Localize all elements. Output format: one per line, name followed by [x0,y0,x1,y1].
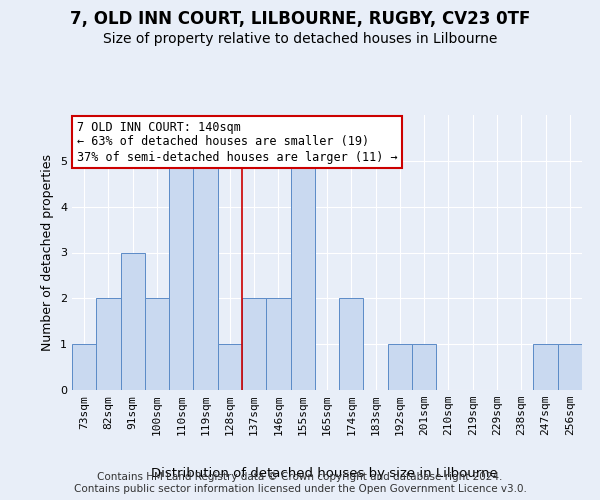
Text: Contains HM Land Registry data © Crown copyright and database right 2024.
Contai: Contains HM Land Registry data © Crown c… [74,472,526,494]
Bar [121,252,145,390]
Bar [290,161,315,390]
Bar [388,344,412,390]
Bar [339,298,364,390]
Text: 7 OLD INN COURT: 140sqm
← 63% of detached houses are smaller (19)
37% of semi-de: 7 OLD INN COURT: 140sqm ← 63% of detache… [77,120,398,164]
Text: Distribution of detached houses by size in Lilbourne: Distribution of detached houses by size … [151,467,497,480]
Bar [242,298,266,390]
Text: 7, OLD INN COURT, LILBOURNE, RUGBY, CV23 0TF: 7, OLD INN COURT, LILBOURNE, RUGBY, CV23… [70,10,530,28]
Y-axis label: Number of detached properties: Number of detached properties [41,154,55,351]
Bar [412,344,436,390]
Bar [218,344,242,390]
Bar [72,344,96,390]
Bar [266,298,290,390]
Bar [193,161,218,390]
Bar [558,344,582,390]
Bar [96,298,121,390]
Bar [145,298,169,390]
Bar [533,344,558,390]
Text: Size of property relative to detached houses in Lilbourne: Size of property relative to detached ho… [103,32,497,46]
Bar [169,161,193,390]
